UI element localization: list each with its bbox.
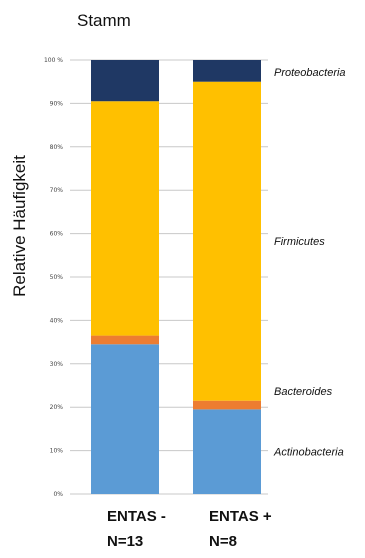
y-tick-label: 70% — [50, 187, 64, 194]
bar-segment-bacteroides-1 — [91, 335, 159, 345]
y-tick-label: 30% — [50, 361, 64, 368]
bar-segment-bacteroides-2 — [193, 400, 261, 410]
y-tick-label: 80% — [50, 144, 64, 151]
y-tick-label: 40% — [50, 317, 64, 324]
y-tick-label: 0% — [53, 491, 63, 498]
legend: Actinobacteria Bacteroides Firmicutes Prote… — [273, 67, 346, 459]
x-category-label: ENTAS - — [107, 508, 166, 525]
x-category-count: N=13 — [107, 533, 143, 550]
y-tick-label: 60% — [50, 231, 64, 238]
chart-title: Stamm — [77, 11, 131, 30]
x-axis-categories: ENTAS - N=13 ENTAS + N=8 — [107, 508, 272, 550]
bar-segment-firmicutes-1 — [91, 101, 159, 336]
y-tick-label: 100 % — [44, 57, 63, 64]
bar-segment-proteobacteria-2 — [193, 60, 261, 82]
bar-segment-actinobacteria-1 — [91, 344, 159, 494]
x-category-count: N=8 — [209, 533, 237, 550]
y-axis-label: Relative Häufigkeit — [10, 155, 29, 297]
bar-segment-actinobacteria-2 — [193, 409, 261, 494]
bar-segment-proteobacteria-1 — [91, 60, 159, 102]
legend-actinobacteria: Actinobacteria — [273, 447, 344, 459]
legend-proteobacteria: Proteobacteria — [274, 67, 346, 79]
y-tick-label: 20% — [50, 404, 64, 411]
legend-firmicutes: Firmicutes — [274, 236, 325, 248]
y-axis-ticks: 0% 10% 20% 30% 40% 50% 60% 70% 80% 90% 100 % — [44, 57, 63, 498]
bars — [91, 60, 261, 494]
y-tick-label: 10% — [50, 448, 64, 455]
y-tick-label: 90% — [50, 100, 64, 107]
legend-bacteroides: Bacteroides — [274, 386, 333, 398]
x-category-label: ENTAS + — [209, 508, 272, 525]
bar-segment-firmicutes-2 — [193, 81, 261, 401]
y-tick-label: 50% — [50, 274, 64, 281]
